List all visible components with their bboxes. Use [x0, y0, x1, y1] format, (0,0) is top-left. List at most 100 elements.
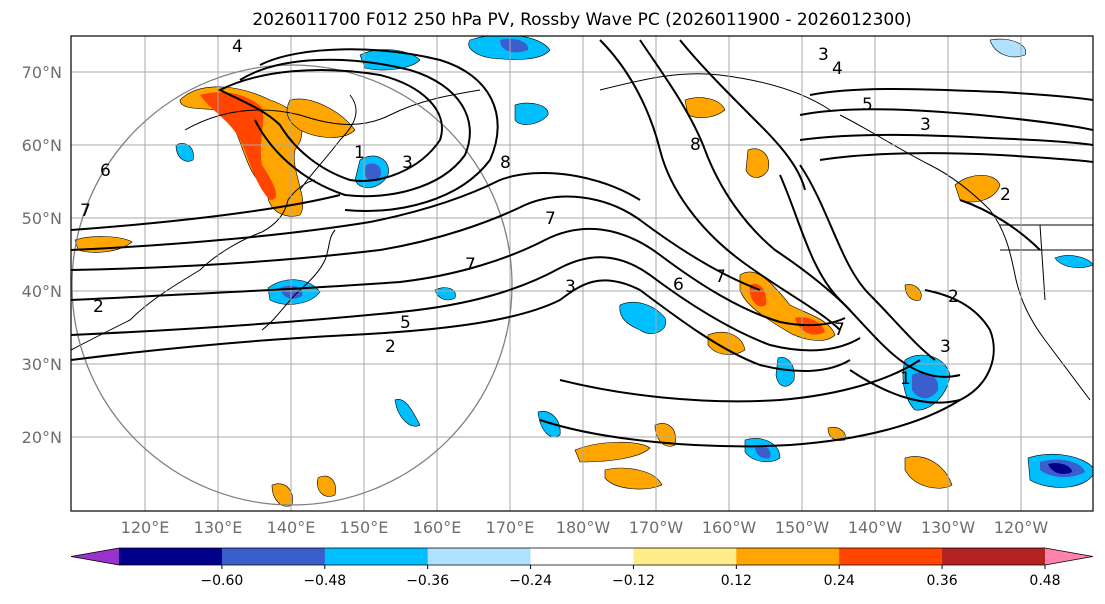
contour-label: 3: [940, 337, 951, 357]
colorbar-tick-label: −0.60: [200, 573, 243, 589]
contour-label: 4: [232, 37, 243, 57]
contour-label: 7: [80, 201, 91, 221]
colorbar-segment: [427, 548, 532, 565]
contour-label: 8: [690, 135, 701, 155]
colorbar-tick-label: −0.36: [406, 573, 449, 589]
pv-contours: [71, 39, 1093, 448]
colorbar-tick-label: −0.24: [509, 573, 552, 589]
anomaly-negative-kamchatka-core: [365, 163, 382, 181]
colorbar-extend-min: [71, 548, 119, 565]
lat-label: 40°N: [22, 282, 62, 301]
lon-label: 170°W: [629, 518, 684, 537]
contour-label: 5: [862, 95, 873, 115]
lon-label: 160°W: [702, 518, 757, 537]
lon-label: 160°E: [413, 518, 462, 537]
anomaly-negative-subtropical: [775, 357, 795, 387]
anomaly-negative-bering-core: [500, 38, 529, 53]
colorbar-segment: [942, 548, 1046, 565]
anomaly-strong-siberia: [200, 92, 277, 200]
lon-label: 130°E: [194, 518, 243, 537]
colorbar-tick-label: 0.12: [721, 573, 752, 589]
colorbar-tick-label: −0.12: [612, 573, 655, 589]
colorbar-segment: [530, 548, 634, 565]
lon-label: 120°E: [121, 518, 170, 537]
lon-label: 120°W: [994, 518, 1049, 537]
anomaly-negative-alaska: [514, 102, 549, 125]
contour-label: 6: [100, 161, 111, 181]
contour-label: 7: [715, 267, 726, 287]
colorbar-segment: [119, 548, 223, 565]
anomaly-positive-pacific-15n: [317, 475, 336, 497]
contour-label: 3: [818, 45, 829, 65]
colorbar-segment: [736, 548, 840, 565]
anomaly-positive-pacific-south: [574, 441, 663, 490]
colorbar-tick-label: 0.36: [927, 573, 958, 589]
contour-label: 4: [832, 59, 843, 79]
contour-label: 7: [465, 255, 476, 275]
anomaly-positive-gulf-alaska: [684, 97, 726, 119]
contour-label: 7: [545, 209, 556, 229]
anomaly-strong-east-pacific: [749, 283, 825, 335]
anomaly-positive-tropics-east: [904, 456, 953, 489]
anomaly-positive-yukon: [745, 148, 770, 178]
latitude-labels: 70°N 60°N 50°N 40°N 30°N 20°N: [22, 63, 62, 447]
lon-label: 170°E: [486, 518, 535, 537]
contour-label: 8: [500, 153, 511, 173]
colorbar-tick-label: −0.48: [303, 573, 346, 589]
contour-label: 7: [834, 320, 845, 340]
contour-label: 2: [93, 297, 104, 317]
lon-label: 140°W: [848, 518, 903, 537]
anomaly-negative-hawaii-north: [619, 301, 667, 334]
anomaly-negative-northwest: [175, 143, 194, 162]
colorbar-extend-max: [1045, 548, 1093, 565]
longitude-labels: 120°E 130°E 140°E 150°E 160°E 170°E 180°…: [121, 518, 1049, 537]
anomaly-negative-tropics-west: [537, 410, 561, 438]
anomaly-negative-tropics-mid: [394, 399, 421, 427]
contour-label: 3: [402, 153, 413, 173]
contour-labels: 4 3 4 5 3 6 7 8 1 3 8 7 7 5 2 2 3 6 7 2 …: [80, 37, 1011, 389]
colorbar-tick-label: 0.24: [824, 573, 855, 589]
anomaly-positive-subtropical: [707, 331, 746, 355]
anomaly-negative-arctic-east: [989, 38, 1027, 58]
anomaly-positive-bc: [954, 174, 1001, 203]
anomaly-negative-north-america: [1054, 255, 1093, 268]
contour-label: 2: [948, 287, 959, 307]
colorbar-ticks: −0.60 −0.48 −0.36 −0.24 −0.12 0.12 0.24 0.36 0.4…: [200, 565, 1061, 589]
colorbar-segment: [221, 548, 326, 565]
contour-label: 1: [354, 143, 365, 163]
map-frame: [70, 35, 1094, 512]
anomaly-positive-30n-145w: [904, 284, 922, 301]
map-title: 2026011700 F012 250 hPa PV, Rossby Wave …: [252, 10, 911, 30]
lat-label: 70°N: [22, 63, 62, 82]
colorbar-segment: [324, 548, 429, 565]
lon-label: 140°E: [267, 518, 316, 537]
lat-label: 60°N: [22, 136, 62, 155]
anomaly-negative-east-core-inner: [912, 372, 939, 399]
contour-label: 5: [400, 313, 411, 333]
contour-label: 3: [920, 115, 931, 135]
colorbar-segment: [839, 548, 943, 565]
anomaly-negative-tropics-east-inner: [1048, 463, 1072, 474]
contour-label: 2: [1000, 185, 1011, 205]
anomaly-positive-okhotsk: [286, 98, 356, 138]
colorbar-segments: [70, 547, 1094, 566]
colorbar-segment: [633, 548, 737, 565]
lat-label: 20°N: [22, 428, 62, 447]
contour-label: 2: [385, 337, 396, 357]
lon-label: 180°W: [556, 518, 611, 537]
focus-circle: [71, 64, 513, 506]
graticule: [71, 36, 1093, 511]
colorbar-tick-label: 0.48: [1029, 573, 1060, 589]
anomaly-negative-hawaii-core: [755, 445, 771, 459]
lon-label: 150°W: [775, 518, 830, 537]
contour-label: 6: [673, 275, 684, 295]
colorbar: −0.60 −0.48 −0.36 −0.24 −0.12 0.12 0.24 0.36 0.4…: [70, 547, 1094, 589]
contour-label: 1: [900, 369, 911, 389]
lon-label: 150°E: [340, 518, 389, 537]
lon-label: 130°W: [921, 518, 976, 537]
lat-label: 50°N: [22, 209, 62, 228]
lat-label: 30°N: [22, 355, 62, 374]
colorbar-outline: [70, 547, 1094, 566]
contour-label: 3: [565, 277, 576, 297]
